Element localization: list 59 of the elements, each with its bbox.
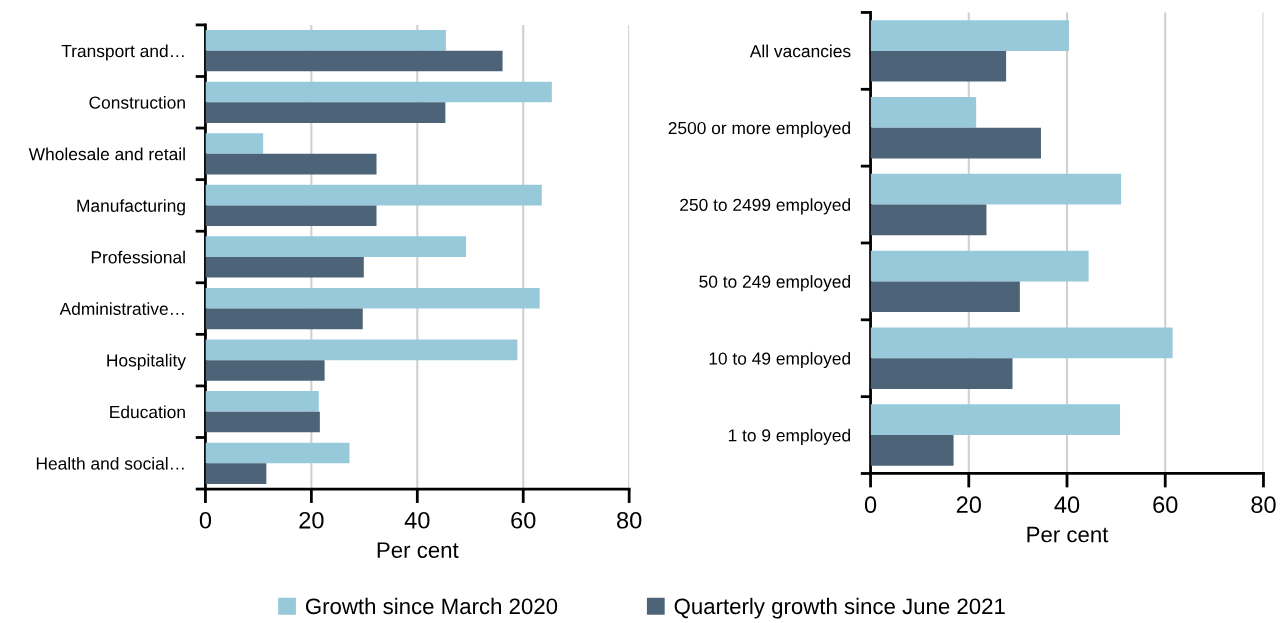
bar: [205, 30, 446, 51]
x-tick-label: 80: [617, 511, 642, 529]
y-tick-label: Construction: [89, 95, 185, 109]
x-tick-label: 60: [511, 511, 536, 529]
y-tick-label: Wholesale and retail: [28, 147, 185, 161]
bar: [870, 50, 1007, 82]
bar: [870, 435, 954, 466]
bar: [205, 205, 377, 227]
bar: [205, 463, 267, 484]
y-tick-label: Transport and…: [61, 44, 184, 61]
bar: [870, 127, 1041, 159]
x-tick-label: 20: [956, 496, 981, 514]
bar: [870, 250, 1089, 282]
bar: [205, 256, 364, 278]
x-tick-label: 0: [864, 496, 877, 514]
bar: [205, 184, 542, 206]
x-tick-label: 0: [199, 511, 212, 529]
bar: [870, 404, 1121, 436]
bar: [205, 339, 518, 361]
x-axis-title: Per cent: [377, 542, 459, 558]
bar: [205, 360, 325, 381]
x-tick-label: 20: [299, 511, 324, 529]
bar: [870, 204, 987, 236]
bar: [205, 236, 467, 257]
bar: [205, 308, 363, 330]
x-tick-label: 40: [1054, 496, 1080, 514]
y-tick-label: All vacancies: [749, 44, 851, 58]
x-axis-title: Per cent: [1027, 526, 1109, 543]
bar: [870, 173, 1122, 205]
bar: [205, 391, 319, 412]
bar: [205, 442, 350, 464]
y-tick-label: 2500 or more employed: [668, 121, 850, 138]
x-tick-label: 80: [1251, 496, 1276, 514]
bar: [205, 153, 377, 175]
y-tick-label: Hospitality: [107, 353, 186, 371]
y-tick-label: Professional: [91, 250, 185, 264]
y-tick-label: 50 to 249 employed: [699, 275, 850, 292]
y-tick-label: 10 to 49 employed: [709, 351, 850, 369]
x-tick-label: 40: [404, 511, 430, 529]
bar: [205, 102, 446, 123]
bar: [205, 50, 503, 72]
bar: [870, 96, 977, 128]
y-tick-label: Education: [110, 405, 185, 419]
legend-label: Quarterly growth since June 2021: [674, 597, 1005, 619]
bar: [870, 327, 1173, 359]
bar: [205, 411, 320, 433]
y-tick-label: 250 to 2499 employed: [680, 198, 850, 215]
y-tick-label: Manufacturing: [77, 199, 185, 216]
bar: [205, 133, 264, 154]
y-tick-label: Administrative…: [59, 302, 184, 316]
y-tick-label: Health and social…: [36, 456, 184, 470]
legend-label: Growth since March 2020: [305, 597, 558, 615]
x-tick-label: 60: [1153, 496, 1178, 514]
bar: [870, 358, 1013, 389]
bar: [205, 81, 552, 103]
bar: [870, 20, 1069, 51]
bar: [870, 281, 1020, 313]
y-tick-label: 1 to 9 employed: [728, 428, 850, 445]
bar: [205, 287, 540, 309]
